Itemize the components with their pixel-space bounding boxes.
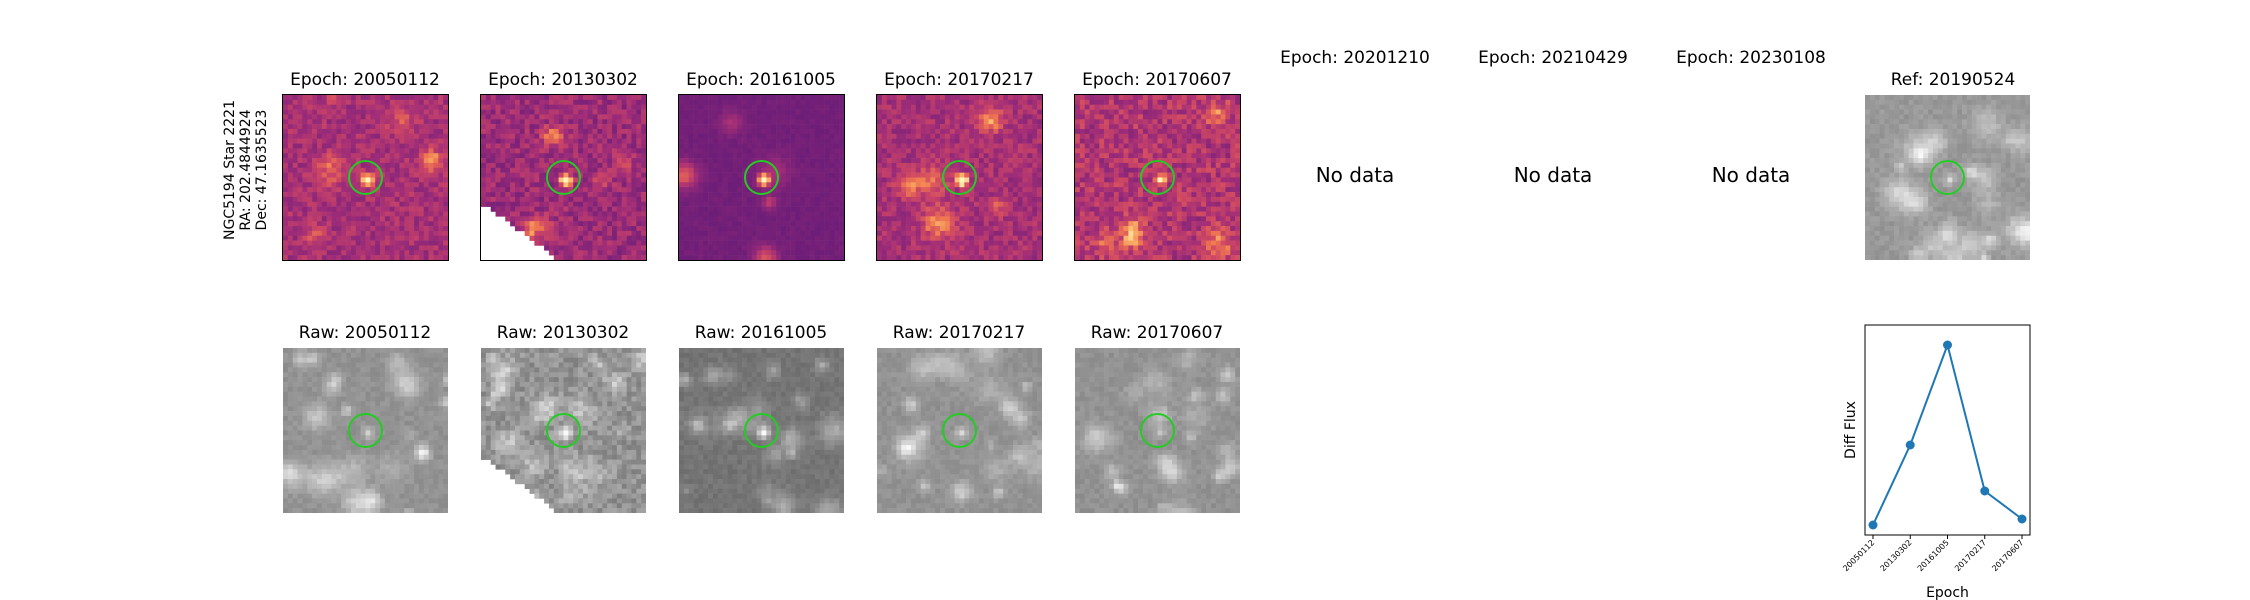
difference-image [480,94,647,261]
raw-image [877,348,1042,513]
no-data-message: No data [1513,163,1593,187]
no-data-message: No data [1315,163,1395,187]
x-axis-label: Epoch [1926,585,1969,600]
x-tick-label: 20170607 [1990,538,2025,573]
difference-image-canvas [1075,95,1240,260]
aperture-circle [546,413,581,448]
ref-image [1865,95,2030,260]
raw-image [1075,348,1240,513]
raw-image-canvas [877,348,1042,513]
aperture-circle [546,160,581,195]
data-point [2017,514,2027,524]
difference-image-canvas [877,95,1042,260]
data-point [1943,340,1952,350]
raw-image [679,348,844,513]
aperture-circle [348,413,383,448]
raw-image [481,348,646,513]
difference-image-canvas [679,95,844,260]
data-point [1905,440,1915,450]
diff-panel-title: Epoch: 20170217 [884,70,1034,90]
diff-panel-title: Epoch: 20050112 [290,70,440,90]
target-name: NGC5194 Star 2221 [222,100,238,240]
light-curve-chart: 20050112 20130302 20161005 20170217 20170607… [1841,324,2031,600]
diff-panel-title: Epoch: 20130302 [488,70,638,90]
raw-panel-title: Raw: 20130302 [496,323,630,343]
difference-image-canvas [481,95,646,260]
raw-panel-title: Raw: 20050112 [298,323,432,343]
data-point [1868,520,1878,530]
aperture-circle [348,160,383,195]
raw-image-canvas [1075,348,1240,513]
x-tick-label: 20130302 [1879,538,1914,573]
aperture-circle [744,160,779,195]
plot-frame [1864,324,2031,536]
x-tick-label: 20050112 [1841,538,1876,573]
aperture-circle [942,413,977,448]
raw-panel-title: Raw: 20170607 [1090,323,1224,343]
y-axis-label: Diff Flux [1843,401,1859,459]
difference-image-canvas [283,95,448,260]
aperture-circle [1140,160,1175,195]
diff-panel-title: Epoch: 20201210 [1280,48,1430,68]
raw-panel-title: Raw: 20161005 [694,323,828,343]
diff-panel-title: Epoch: 20210429 [1478,48,1628,68]
aperture-circle [744,413,779,448]
raw-image-canvas [283,348,448,513]
target-dec: Dec: 47.1635523 [254,109,270,231]
difference-image [282,94,449,261]
aperture-circle [942,160,977,195]
x-tick-label: 20170217 [1953,538,1988,573]
x-tick-label: 20161005 [1916,538,1951,573]
series-line [1872,341,2023,526]
data-point [1980,486,1990,496]
difference-image [876,94,1043,261]
aperture-circle [1930,160,1965,195]
target-label: NGC5194 Star 2221 RA: 202.4844924 Dec: 4… [222,90,270,250]
aperture-circle [1140,413,1175,448]
ref-title: Ref: 20190524 [1890,70,2016,90]
raw-image-canvas [679,348,844,513]
difference-image [678,94,845,261]
target-ra: RA: 202.4844924 [238,109,254,231]
raw-image [283,348,448,513]
diff-panel-title: Epoch: 20161005 [686,70,836,90]
ref-image-canvas [1865,95,2030,260]
diff-panel-title: Epoch: 20170607 [1082,70,1232,90]
no-data-message: No data [1711,163,1791,187]
difference-image [1074,94,1241,261]
raw-image-canvas [481,348,646,513]
raw-panel-title: Raw: 20170217 [892,323,1026,343]
diff-panel-title: Epoch: 20230108 [1676,48,1826,68]
